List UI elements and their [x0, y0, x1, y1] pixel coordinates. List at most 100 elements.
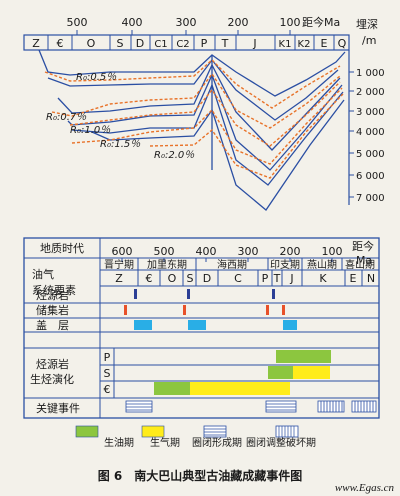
burial-history-panel: 500 400 300 200 100 距今Ma Z € O S D	[23, 15, 385, 211]
reservoir-bar	[282, 305, 285, 315]
evolution-sublabel: S	[104, 367, 111, 380]
depth-axis-title: 埋深 /m	[356, 18, 382, 47]
bottom-time-tick: 100	[322, 245, 343, 258]
ro-label: R₀:0.7％	[46, 112, 87, 123]
legend-swatch-gas	[141, 425, 165, 438]
row-header-line: 系统要素	[32, 284, 76, 297]
seal-bar	[134, 320, 152, 330]
top-time-tick: 500	[67, 16, 88, 29]
bottom-time-unit-line: 距今	[352, 239, 374, 253]
trap-formation-bar	[125, 400, 153, 413]
top-time-tick: 300	[176, 16, 197, 29]
depth-axis-title-line: 埋深	[356, 18, 378, 31]
legend-label: 生气期	[150, 436, 180, 449]
bottom-period-label: S	[187, 272, 194, 285]
legend-swatch-oil	[75, 425, 99, 438]
depth-tick: 2 000	[356, 87, 385, 98]
bottom-time-tick: 500	[154, 245, 175, 258]
source-rock-bar	[272, 289, 275, 299]
gas-window-bar-cambrian	[190, 382, 290, 395]
oil-window-bar-s	[268, 366, 293, 379]
top-period-label: O	[87, 37, 96, 50]
evolution-sublabel: P	[104, 351, 111, 364]
reservoir-bar	[124, 305, 127, 315]
top-period-label: T	[221, 37, 229, 50]
reservoir-bar	[266, 305, 269, 315]
ro-label: R₀:0.5％	[76, 72, 117, 83]
tectonic-stage: 燕山期	[307, 259, 337, 271]
bottom-time-tick: 300	[238, 245, 259, 258]
ro-isolines	[44, 59, 344, 179]
bottom-period-label: T	[273, 272, 281, 285]
row-label-seal: 盖 层	[36, 318, 69, 332]
row-label-source-rock: 烃源岩	[36, 288, 69, 302]
depth-tick: 5 000	[356, 149, 385, 160]
top-time-tick: 200	[228, 16, 249, 29]
bottom-period-label: Z	[115, 272, 123, 285]
tectonic-stage: 喜山期	[345, 258, 375, 271]
depth-tick: 4 000	[356, 127, 385, 138]
geologic-time-label: 地质时代	[40, 242, 84, 255]
top-period-label: K1	[279, 39, 292, 50]
bottom-period-label: E	[350, 272, 357, 285]
row-label-evolution-line: 烃源岩	[36, 357, 69, 371]
top-period-label: P	[201, 37, 208, 50]
ro-label: R₀:1.5％	[100, 139, 141, 150]
legend-swatch-trap-formation	[203, 425, 227, 438]
top-period-label: D	[136, 37, 144, 50]
row-header-line: 油气	[32, 267, 54, 281]
top-period-label: K2	[298, 39, 311, 50]
reservoir-bar	[183, 305, 186, 315]
depth-tick: 3 000	[356, 107, 385, 118]
bottom-period-label: D	[203, 272, 211, 285]
bottom-period-label: K	[319, 272, 327, 285]
top-period-label: €	[57, 37, 64, 50]
tectonic-stage: 海西期	[217, 258, 247, 271]
bottom-period-label: J	[289, 272, 293, 285]
bottom-time-unit: 距今 Ma	[352, 239, 378, 267]
top-period-label: Z	[32, 37, 40, 50]
legend-label: 生油期	[104, 436, 134, 449]
legend: 生油期 生气期 圈闭形成期 圈闭调整破坏期	[75, 425, 316, 449]
bottom-time-unit-line: Ma	[356, 254, 372, 267]
bottom-time-tick: 600	[112, 245, 133, 258]
top-period-label: S	[117, 37, 124, 50]
event-chart-panel: 地质时代 600 500 400 300 200 100 距今 Ma 晋宁期 加…	[23, 237, 380, 419]
source-rock-bar	[134, 289, 137, 299]
gas-window-bar-s	[293, 366, 330, 379]
bottom-time-tick: 400	[196, 245, 217, 258]
row-header: 油气 系统要素	[32, 267, 76, 297]
trap-formation-bar	[265, 400, 297, 413]
row-label-evolution-line: 生烃演化	[30, 372, 74, 386]
bottom-period-label: P	[262, 272, 269, 285]
bottom-period-label: €	[146, 272, 153, 285]
legend-swatch-trap-adjustment	[275, 425, 299, 438]
top-time-tick: 400	[122, 16, 143, 29]
depth-tick: 6 000	[356, 171, 385, 182]
top-time-unit: 距今Ma	[302, 15, 340, 29]
top-period-label: E	[321, 37, 328, 50]
evolution-sublabel: €	[104, 383, 111, 396]
top-period-label: Q	[338, 37, 347, 50]
tectonic-stage: 加里东期	[147, 258, 187, 271]
depth-tick: 1 000	[356, 68, 385, 79]
oil-window-bar-cambrian	[154, 382, 190, 395]
tectonic-stage: 晋宁期	[104, 258, 134, 271]
row-label-reservoir: 储集岩	[36, 303, 69, 317]
bottom-period-label: N	[367, 272, 375, 285]
ro-label: R₀:1.0％	[70, 125, 111, 136]
bottom-period-label: C	[234, 272, 242, 285]
row-label-evolution: 烃源岩 生烃演化	[30, 357, 74, 386]
burial-curves	[38, 49, 346, 211]
trap-adjustment-bar	[317, 400, 345, 413]
seal-bar	[188, 320, 206, 330]
row-label-key-events: 关键事件	[36, 401, 80, 415]
source-rock-bar	[187, 289, 190, 299]
ro-label: R₀:2.0％	[154, 150, 195, 161]
depth-axis-title-line: /m	[362, 34, 376, 47]
top-period-label: J	[252, 37, 256, 50]
tectonic-stage: 印支期	[270, 259, 300, 271]
seal-bar	[283, 320, 297, 330]
bottom-time-tick: 200	[280, 245, 301, 258]
